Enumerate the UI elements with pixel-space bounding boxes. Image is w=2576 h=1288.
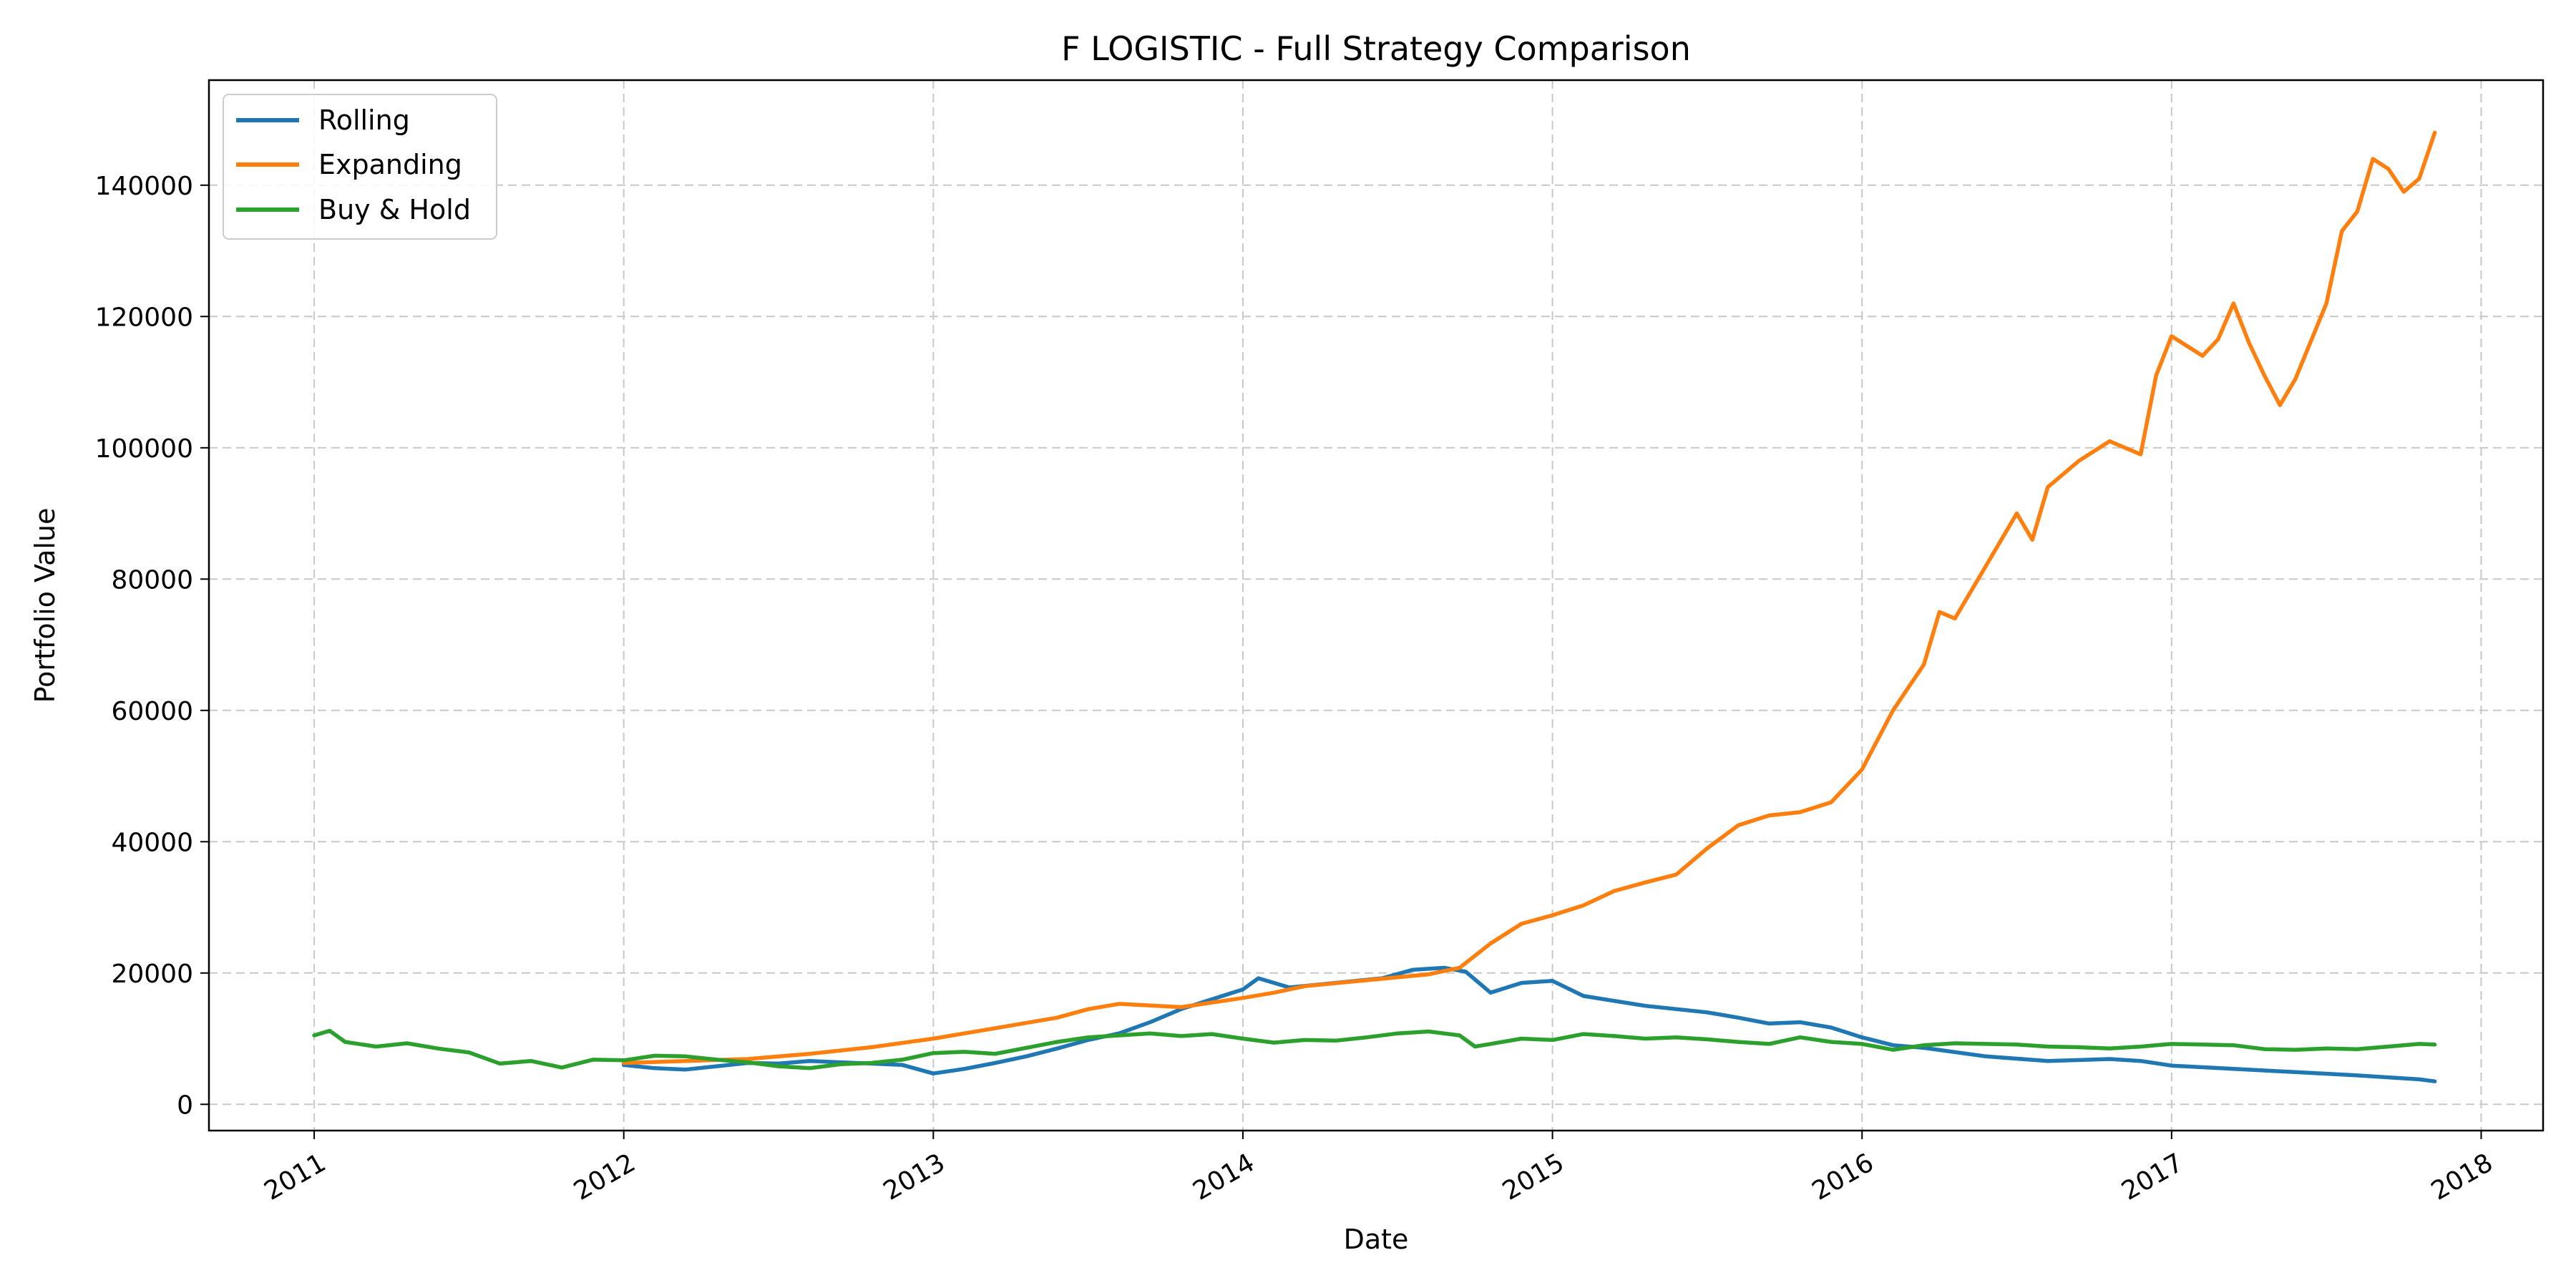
y-tick-label: 140000 bbox=[95, 172, 193, 201]
y-tick-label: 20000 bbox=[111, 960, 193, 989]
series-line-expanding bbox=[621, 130, 2437, 1065]
series-line-rolling bbox=[621, 965, 2437, 1083]
grid bbox=[209, 80, 2543, 1131]
x-axis-label: Date bbox=[1344, 1224, 1409, 1255]
chart-title: F LOGISTIC - Full Strategy Comparison bbox=[1061, 29, 1691, 68]
legend: Rolling Expanding Buy & Hold bbox=[223, 94, 497, 240]
y-tick-label: 80000 bbox=[111, 565, 193, 595]
legend-box bbox=[223, 94, 497, 240]
y-tick-label: 120000 bbox=[95, 303, 193, 332]
y-axis: 0 20000 40000 60000 80000 100000 120000 140000 bbox=[95, 172, 209, 1120]
y-axis-label: Portfolio Value bbox=[29, 508, 61, 703]
y-tick-label: 60000 bbox=[111, 697, 193, 726]
legend-label-buy-hold: Buy & Hold bbox=[318, 194, 471, 225]
series-line-buy-hold bbox=[312, 1028, 2437, 1070]
series-group bbox=[312, 130, 2437, 1083]
y-tick-label: 100000 bbox=[95, 434, 193, 464]
legend-label-expanding: Expanding bbox=[318, 149, 462, 180]
legend-label-rolling: Rolling bbox=[318, 104, 410, 136]
y-tick-label: 40000 bbox=[111, 828, 193, 857]
plot-frame bbox=[208, 79, 2545, 1132]
y-tick-label: 0 bbox=[177, 1091, 193, 1120]
